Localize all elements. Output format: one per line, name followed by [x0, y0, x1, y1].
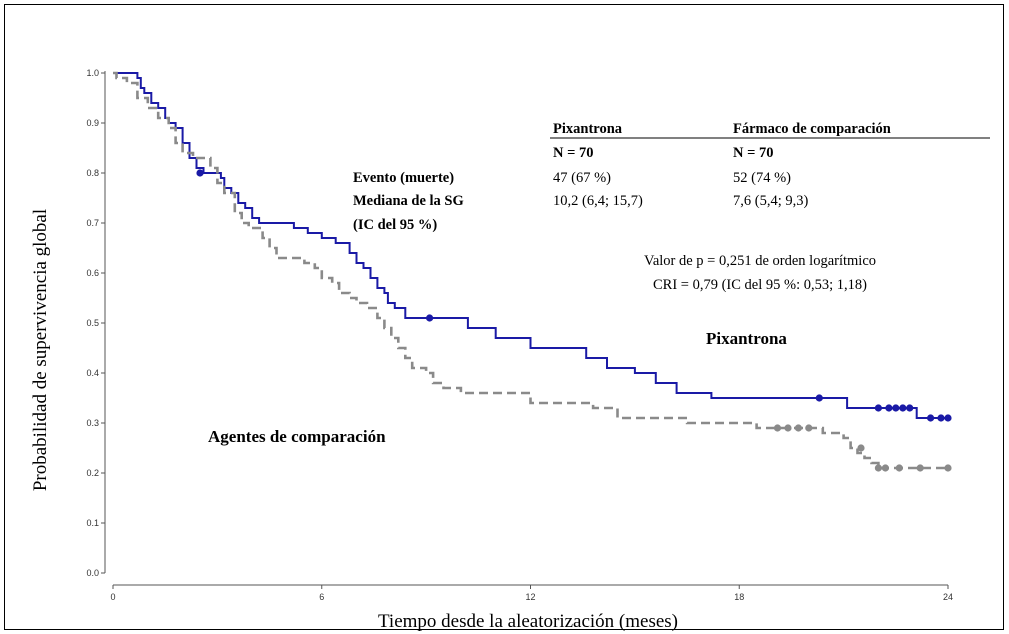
censor-point-pixantrona — [874, 404, 883, 412]
chart-frame — [4, 4, 1004, 630]
table-header-comparacion: Fármaco de comparación — [733, 121, 891, 137]
x-tick-label: 18 — [734, 592, 744, 602]
y-axis-title: Probabilidad de supervivencia global — [30, 209, 51, 491]
table-row-label-ic: (IC del 95 %) — [353, 217, 437, 233]
series-label-comparacion: Agentes de comparación — [208, 427, 386, 446]
y-tick-label: 1.0 — [86, 68, 99, 78]
table-evento-pixantrona: 47 (67 %) — [553, 170, 611, 186]
axes: 0.0 0.1 0.2 0.3 0.4 0.5 0.6 0.7 0.8 0.9 1.0 0 6 12 18 2… — [86, 68, 953, 602]
table-n-pixantrona: N = 70 — [553, 145, 593, 161]
p-value-annotation: Valor de p = 0,251 de orden logarítmico — [644, 253, 876, 269]
y-tick-label: 0.0 — [86, 568, 99, 578]
y-tick-label: 0.9 — [86, 118, 99, 128]
series-layer — [113, 71, 952, 472]
table-mediana-pixantrona: 10,2 (6,4; 15,7) — [553, 193, 643, 209]
table-n-comparacion: N = 70 — [733, 145, 773, 161]
censor-point-pixantrona — [815, 394, 823, 402]
y-tick-label: 0.4 — [86, 368, 99, 378]
censor-point-comparacion — [805, 424, 813, 432]
y-tick-label: 0.7 — [86, 218, 99, 228]
summary-table: Pixantrona Fármaco de comparación N = 70… — [353, 121, 990, 233]
censor-point-pixantrona — [944, 414, 952, 422]
censor-point-comparacion — [773, 424, 782, 432]
censor-point-comparacion — [874, 464, 883, 472]
censor-point-comparacion — [784, 424, 792, 432]
censor-point-pixantrona — [892, 404, 900, 412]
x-axis-title: Tiempo desde la aleatorización (meses) — [378, 611, 678, 632]
table-mediana-comparacion: 7,6 (5,4; 9,3) — [733, 193, 808, 209]
table-row-label-evento: Evento (muerte) — [353, 170, 454, 186]
censor-point-comparacion — [944, 464, 952, 472]
censor-point-pixantrona — [196, 169, 204, 177]
y-tick-label: 0.3 — [86, 418, 99, 428]
y-tick-label: 0.1 — [86, 518, 99, 528]
table-evento-comparacion: 52 (74 %) — [733, 170, 791, 186]
censor-point-pixantrona — [937, 414, 945, 422]
censor-point-comparacion — [895, 464, 903, 472]
censor-point-comparacion — [857, 444, 865, 452]
hr-annotation: CRI = 0,79 (IC del 95 %: 0,53; 1,18) — [653, 277, 867, 293]
y-tick-label: 0.2 — [86, 468, 99, 478]
censor-point-comparacion — [881, 464, 890, 472]
y-tick-label: 0.6 — [86, 268, 99, 278]
table-header-pixantrona: Pixantrona — [553, 121, 623, 137]
censor-point-pixantrona — [426, 314, 434, 322]
censor-point-pixantrona — [899, 404, 907, 412]
censor-point-pixantrona — [927, 414, 935, 422]
x-tick-label: 24 — [943, 592, 953, 602]
series-label-pixantrona: Pixantrona — [706, 329, 787, 348]
y-tick-label: 0.5 — [86, 318, 99, 328]
x-tick-label: 6 — [319, 592, 324, 602]
censor-point-comparacion — [794, 424, 803, 432]
y-tick-label: 0.8 — [86, 168, 99, 178]
censor-point-pixantrona — [906, 404, 914, 412]
x-tick-label: 12 — [525, 592, 535, 602]
table-row-label-mediana: Mediana de la SG — [353, 193, 464, 209]
censor-point-comparacion — [916, 464, 924, 472]
series-line-comparacion — [113, 71, 948, 470]
censor-point-pixantrona — [885, 404, 893, 412]
x-tick-label: 0 — [110, 592, 115, 602]
